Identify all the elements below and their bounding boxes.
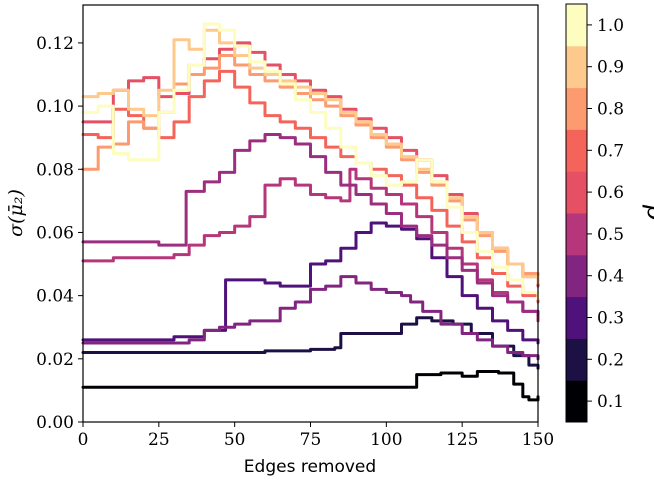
x-tick-label-5: 125 (446, 430, 478, 450)
x-tick-label-1: 25 (148, 430, 170, 450)
series-line-4 (81, 167, 540, 323)
series-line-6 (81, 41, 540, 288)
colorbar-label-2: 0.3 (597, 309, 624, 329)
x-tick-label-3: 75 (300, 430, 322, 450)
colorbar-label-8: 0.9 (597, 58, 624, 78)
colorbar-segment-1 (566, 338, 587, 381)
colorbar-title: p (641, 204, 654, 221)
colorbar-segment-0 (566, 380, 587, 423)
colorbar-segment-9 (566, 4, 587, 47)
y-tick-label-5: 0.10 (36, 97, 74, 117)
y-axis-label: σ(μ̄₂) (5, 189, 27, 237)
colorbar-label-1: 0.2 (597, 350, 624, 370)
colorbar-label-4: 0.5 (597, 225, 624, 245)
colorbar-label-5: 0.6 (597, 183, 624, 203)
colorbar-segment-8 (566, 45, 587, 89)
colorbar-segment-5 (566, 171, 587, 214)
colorbar: 0.1 0.2 0.3 0.4 0.5 0.6 0.7 0.8 0.9 1.0 (565, 3, 624, 423)
colorbar-label-3: 0.4 (597, 267, 624, 287)
x-tick-label-6: 150 (522, 430, 554, 450)
series-line-10 (81, 22, 540, 301)
colorbar-frame (565, 3, 588, 423)
colorbar-segment-4 (566, 213, 587, 256)
x-tick-label-2: 50 (224, 430, 246, 450)
series-line-3 (81, 275, 540, 361)
y-tick-label-3: 0.06 (36, 223, 74, 243)
colorbar-segment-2 (566, 296, 587, 339)
series-line-1 (81, 316, 540, 370)
axes-layer: 0 25 50 75 100 125 150 0.00 0.02 0.04 0.06 0.08 0.10… (36, 34, 554, 450)
y-tick-label-1: 0.02 (36, 350, 74, 370)
colorbar-label-7: 0.8 (597, 100, 624, 120)
colorbar-label-0: 0.1 (597, 392, 624, 412)
x-tick-label-0: 0 (78, 430, 89, 450)
colorbar-segment-7 (566, 87, 587, 130)
series-line-0 (81, 369, 540, 402)
x-axis-label: Edges removed (244, 457, 376, 477)
y-tick-label-0: 0.00 (36, 413, 74, 433)
colorbar-label-6: 0.7 (597, 141, 624, 161)
y-tick-label-4: 0.08 (36, 160, 74, 180)
y-tick-label-6: 0.12 (36, 34, 74, 54)
series-layer (81, 22, 540, 402)
colorbar-segment-6 (566, 129, 587, 172)
colorbar-segment-3 (566, 254, 587, 298)
colorbar-label-9: 1.0 (597, 16, 624, 36)
series-line-5 (81, 133, 540, 317)
x-tick-label-4: 100 (370, 430, 402, 450)
y-tick-label-2: 0.04 (36, 287, 74, 307)
